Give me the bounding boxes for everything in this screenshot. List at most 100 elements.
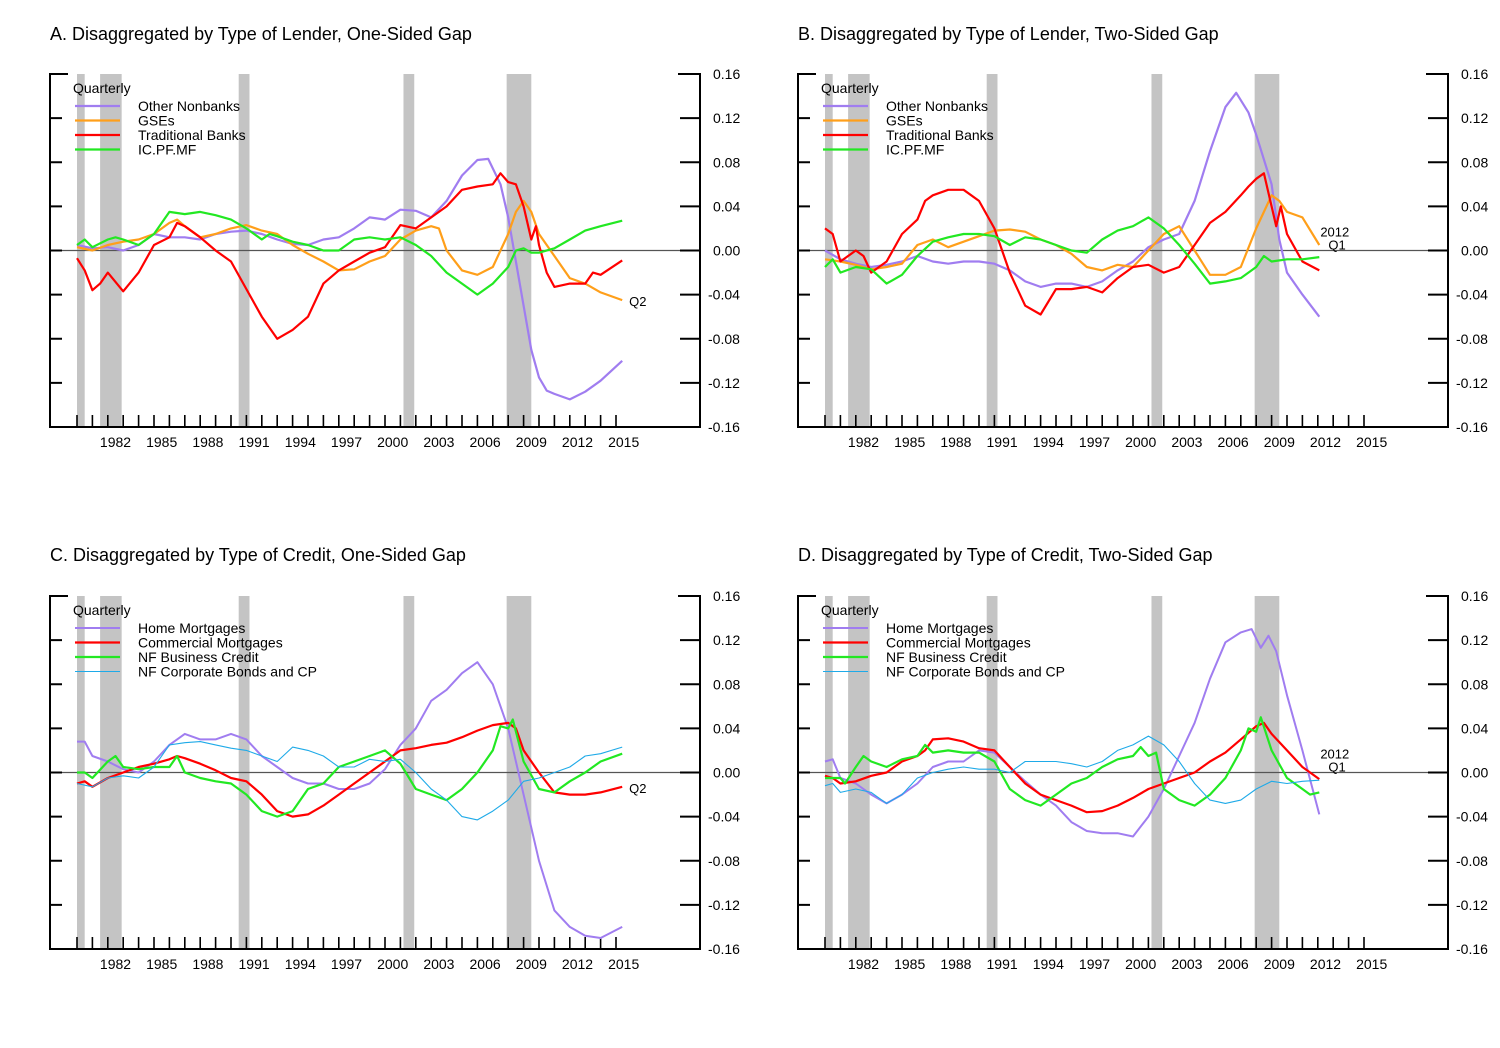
legend-frequency-label: Quarterly xyxy=(821,80,879,96)
series-line-other-nonbanks xyxy=(76,157,623,401)
y-tick-label: -0.04 xyxy=(1456,287,1488,303)
series-line-home-mortgages xyxy=(77,661,623,939)
y-tick-label: 0.08 xyxy=(713,676,740,692)
y-tick-label: -0.12 xyxy=(708,897,740,913)
panel-b: B. Disaggregated by Type of Lender, Two-… xyxy=(797,24,1488,450)
y-tick-label: 0.08 xyxy=(1461,676,1488,692)
y-tick-label: 0.04 xyxy=(1461,720,1488,736)
x-tick-label: 1997 xyxy=(1079,956,1110,972)
x-tick-label: 2006 xyxy=(1218,434,1249,450)
y-tick-label: -0.12 xyxy=(1456,897,1488,913)
legend-label: Home Mortgages xyxy=(886,620,993,636)
legend-label: Home Mortgages xyxy=(138,620,245,636)
x-tick-label: 1982 xyxy=(848,956,879,972)
y-tick-label: -0.04 xyxy=(708,809,740,825)
series-line-gses xyxy=(824,194,1321,276)
x-tick-label: 2012 xyxy=(562,956,593,972)
x-tick-label: 1985 xyxy=(146,434,177,450)
legend-frequency-label: Quarterly xyxy=(73,80,131,96)
x-tick-label: 2009 xyxy=(1264,434,1295,450)
x-tick-label: 2015 xyxy=(1356,434,1387,450)
y-tick-label: -0.08 xyxy=(1456,853,1488,869)
panel-c: C. Disaggregated by Type of Credit, One-… xyxy=(49,545,740,972)
series-line-nf-business-credit xyxy=(77,718,623,818)
series-line-gses xyxy=(76,199,623,302)
legend-label: GSEs xyxy=(886,113,923,129)
y-tick-label: -0.12 xyxy=(708,375,740,391)
y-tick-label: 0.04 xyxy=(713,720,740,736)
y-tick-label: 0.12 xyxy=(1461,632,1488,648)
series-line-traditional-banks xyxy=(76,172,623,340)
legend-label: IC.PF.MF xyxy=(138,142,196,158)
end-annotation-year: 2012 xyxy=(1320,225,1349,240)
x-tick-label: 1994 xyxy=(285,956,316,972)
x-tick-label: 2003 xyxy=(1171,434,1202,450)
y-tick-label: -0.16 xyxy=(708,419,740,435)
legend-frequency-label: Quarterly xyxy=(821,602,879,618)
legend-label: IC.PF.MF xyxy=(886,142,944,158)
x-tick-label: 2015 xyxy=(608,956,639,972)
y-tick-label: 0.04 xyxy=(713,198,740,214)
y-tick-label: 0.04 xyxy=(1461,198,1488,214)
legend-frequency-label: Quarterly xyxy=(73,602,131,618)
x-tick-label: 2015 xyxy=(1356,956,1387,972)
y-tick-label: 0.00 xyxy=(713,765,740,781)
series-line-commercial-mortgages xyxy=(824,721,1320,814)
panel-title: A. Disaggregated by Type of Lender, One-… xyxy=(50,24,472,44)
series-line-traditional-banks xyxy=(824,172,1320,316)
y-tick-label: -0.08 xyxy=(708,331,740,347)
panel-title: B. Disaggregated by Type of Lender, Two-… xyxy=(798,24,1219,44)
y-tick-label: 0.12 xyxy=(713,632,740,648)
end-annotation-year: 2012 xyxy=(1320,747,1349,762)
x-tick-label: 1982 xyxy=(100,956,131,972)
x-tick-label: 2009 xyxy=(1264,956,1295,972)
x-tick-label: 2003 xyxy=(1171,956,1202,972)
x-tick-label: 2006 xyxy=(470,434,501,450)
series-line-nf-corporate-bonds-and-cp xyxy=(76,741,623,821)
y-tick-label: 0.08 xyxy=(713,154,740,170)
x-tick-label: 1997 xyxy=(1079,434,1110,450)
y-tick-label: 0.00 xyxy=(713,243,740,259)
x-tick-label: 2003 xyxy=(423,434,454,450)
x-tick-label: 1985 xyxy=(146,956,177,972)
x-tick-label: 1991 xyxy=(987,434,1018,450)
x-tick-label: 1985 xyxy=(894,956,925,972)
x-tick-label: 2000 xyxy=(1125,956,1156,972)
y-tick-label: 0.08 xyxy=(1461,154,1488,170)
x-tick-label: 2009 xyxy=(516,434,547,450)
y-tick-label: 0.00 xyxy=(1461,243,1488,259)
legend-label: Traditional Banks xyxy=(138,127,246,143)
y-tick-label: -0.04 xyxy=(708,287,740,303)
y-tick-label: -0.16 xyxy=(708,941,740,957)
y-tick-label: 0.16 xyxy=(1461,66,1488,82)
x-tick-label: 1994 xyxy=(285,434,316,450)
panel-title: C. Disaggregated by Type of Credit, One-… xyxy=(50,545,466,565)
x-tick-label: 2012 xyxy=(1310,956,1341,972)
x-tick-label: 2012 xyxy=(1310,434,1341,450)
legend-label: Traditional Banks xyxy=(886,127,994,143)
x-tick-label: 1997 xyxy=(331,956,362,972)
panel-title: D. Disaggregated by Type of Credit, Two-… xyxy=(798,545,1213,565)
legend-label: Other Nonbanks xyxy=(138,98,240,114)
x-tick-label: 2012 xyxy=(562,434,593,450)
series-line-commercial-mortgages xyxy=(76,721,623,818)
y-tick-label: -0.12 xyxy=(1456,375,1488,391)
x-tick-label: 2006 xyxy=(1218,956,1249,972)
x-tick-label: 1991 xyxy=(239,956,270,972)
x-tick-label: 1991 xyxy=(987,956,1018,972)
x-tick-label: 2003 xyxy=(423,956,454,972)
series-line-ic-pf-mf xyxy=(76,210,623,296)
panel-a: A. Disaggregated by Type of Lender, One-… xyxy=(49,24,740,450)
y-tick-label: -0.16 xyxy=(1456,419,1488,435)
x-tick-label: 1988 xyxy=(192,956,223,972)
legend-label: NF Corporate Bonds and CP xyxy=(138,664,317,680)
x-tick-label: 1985 xyxy=(894,434,925,450)
end-annotation-quarter: Q1 xyxy=(1328,238,1345,253)
x-tick-label: 2006 xyxy=(470,956,501,972)
legend-label: GSEs xyxy=(138,113,175,129)
legend-label: Other Nonbanks xyxy=(886,98,988,114)
y-tick-label: 0.12 xyxy=(1461,110,1488,126)
x-tick-label: 1982 xyxy=(848,434,879,450)
legend-label: NF Corporate Bonds and CP xyxy=(886,664,1065,680)
